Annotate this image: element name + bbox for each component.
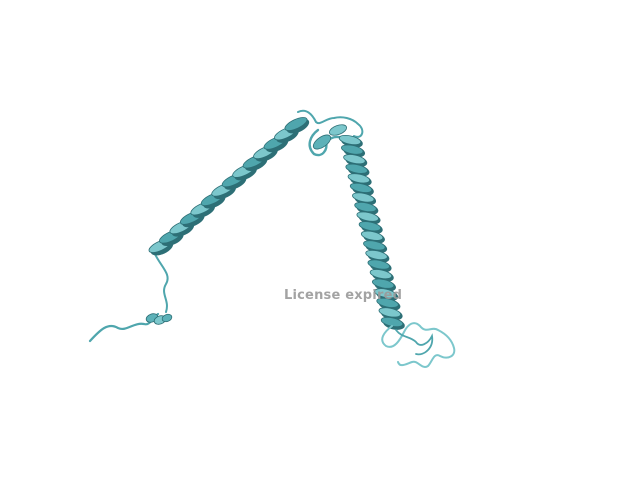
- helix-turn: [341, 144, 364, 155]
- license-watermark: License expired: [284, 288, 403, 303]
- helix-turn: [376, 297, 399, 308]
- helix-turn: [378, 307, 401, 318]
- helix-turn: [356, 211, 379, 222]
- helix-turn: [374, 288, 397, 299]
- c-terminal-coil-dark: [395, 329, 434, 356]
- helix-turn: [354, 202, 377, 213]
- helix-turn: [343, 154, 366, 165]
- helix-turn: [360, 230, 384, 241]
- helix-turn: [367, 259, 390, 270]
- top-turn: [308, 128, 350, 157]
- helix-turn: [358, 221, 382, 232]
- short-helix: [145, 313, 173, 325]
- helix-turn: [363, 240, 386, 251]
- helix-1: [148, 117, 310, 256]
- helix-turn: [347, 173, 371, 184]
- helix-2: [338, 134, 405, 330]
- helix-turn: [349, 182, 373, 193]
- helix-turn: [284, 117, 308, 131]
- helix-turn: [371, 278, 395, 289]
- helix-turn: [369, 269, 393, 280]
- helix-turn: [352, 192, 375, 203]
- top-turn-ribbon: [312, 134, 332, 150]
- c-terminal-coil: [381, 322, 456, 368]
- helix-turn: [345, 163, 368, 174]
- helix-turn: [365, 249, 388, 260]
- top-loop: [297, 109, 364, 138]
- linker-coil-1: [153, 251, 169, 313]
- top-turn-ribbon-2: [329, 124, 347, 136]
- helix-turn: [338, 134, 362, 146]
